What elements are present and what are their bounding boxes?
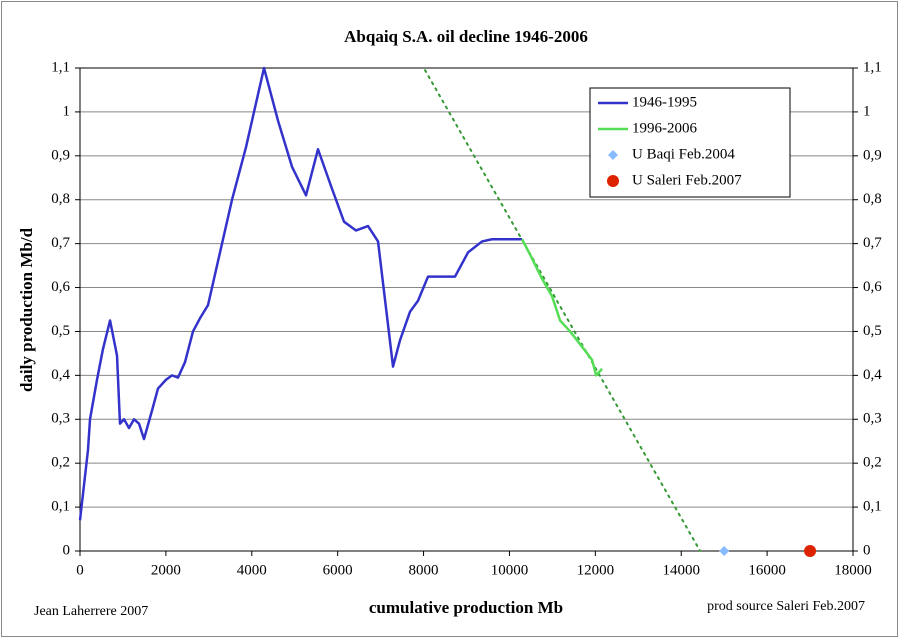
point	[804, 545, 817, 557]
y-tick-label: 0,3	[51, 411, 70, 427]
x-tick-label: 12000	[577, 562, 615, 578]
plot-border	[79, 67, 854, 552]
legend-label: 1946-1995	[632, 94, 697, 110]
y2-tick-label: 0,7	[863, 235, 882, 251]
point	[719, 546, 730, 556]
y2-tick-label: 0,5	[863, 323, 882, 339]
y2-tick-label: 0,4	[863, 367, 882, 383]
x-tick-label: 18000	[834, 562, 872, 578]
legend-label: 1996-2006	[632, 120, 697, 136]
series-line	[520, 238, 604, 377]
legend-label: U Baqi Feb.2004	[632, 146, 735, 162]
x-tick-label: 8000	[409, 562, 439, 578]
legend-label: U Saleri Feb.2007	[632, 172, 742, 188]
y2-tick-label: 0,1	[863, 499, 882, 515]
y-tick-label: 1	[63, 103, 71, 119]
chart-title: Abqaiq S.A. oil decline 1946-2006	[344, 27, 588, 46]
legend-swatch	[608, 150, 618, 160]
credit: Jean Laherrere 2007	[34, 604, 148, 619]
y2-tick-label: 1,1	[863, 59, 882, 75]
y2-tick-label: 0,3	[863, 411, 882, 427]
y2-tick-label: 0	[863, 542, 871, 558]
y-tick-label: 0,2	[51, 455, 70, 471]
legend-swatch	[607, 175, 619, 187]
y2-tick-label: 0,8	[863, 191, 882, 207]
y2-tick-label: 1	[863, 103, 871, 119]
x-axis-label: cumulative production Mb	[369, 598, 563, 617]
x-tick-label: 0	[76, 562, 84, 578]
y2-tick-label: 0,9	[863, 147, 882, 163]
y-tick-label: 0,6	[51, 279, 70, 295]
trend-line	[424, 69, 702, 552]
x-tick-label: 4000	[237, 562, 267, 578]
y-tick-label: 0,7	[51, 235, 70, 251]
y2-tick-label: 0,6	[863, 279, 882, 295]
y-tick-label: 0,8	[51, 191, 70, 207]
x-tick-label: 2000	[151, 562, 181, 578]
series-line	[78, 66, 523, 521]
y-axis-label: daily production Mb/d	[17, 227, 36, 392]
y-tick-label: 1,1	[51, 59, 70, 75]
y-tick-label: 0,1	[51, 499, 70, 515]
x-tick-label: 6000	[323, 562, 353, 578]
x-tick-label: 16000	[748, 562, 786, 578]
y-tick-label: 0,4	[51, 367, 70, 383]
y2-tick-label: 0,2	[863, 455, 882, 471]
y-tick-label: 0,5	[51, 323, 70, 339]
y-tick-label: 0,9	[51, 147, 70, 163]
source: prod source Saleri Feb.2007	[707, 599, 865, 614]
legend	[589, 87, 791, 198]
y-tick-label: 0	[63, 542, 71, 558]
x-tick-label: 10000	[491, 562, 529, 578]
x-tick-label: 14000	[662, 562, 700, 578]
